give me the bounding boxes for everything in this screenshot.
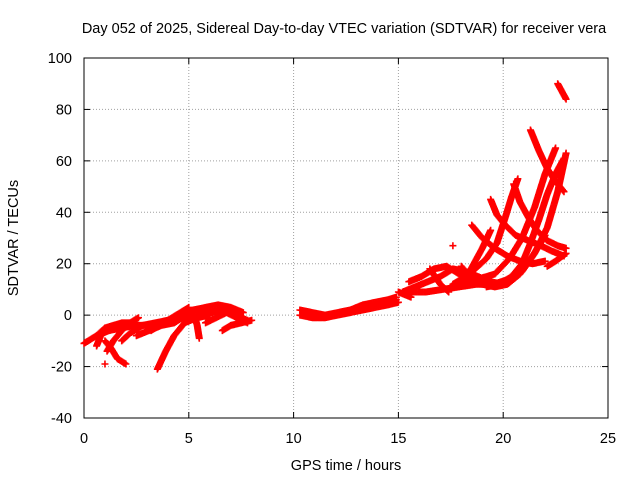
data-point <box>514 175 522 183</box>
x-tick-label: 0 <box>80 431 88 447</box>
data-point <box>122 360 130 368</box>
data-point <box>392 296 400 304</box>
series-pass-12 <box>93 319 134 340</box>
data-point <box>560 188 568 196</box>
data-point <box>248 316 256 324</box>
series-pass-14 <box>296 298 402 322</box>
series-pass-16 <box>405 262 488 288</box>
x-tick-label: 15 <box>390 431 406 447</box>
data-point <box>541 231 549 239</box>
series-pass-10 <box>202 309 251 327</box>
x-tick-label: 20 <box>495 431 511 447</box>
y-tick-label: -20 <box>51 360 72 376</box>
data-point <box>552 144 560 152</box>
series-pass-29 <box>394 288 415 301</box>
chart-title: Day 052 of 2025, Sidereal Day-to-day VTE… <box>82 21 607 37</box>
data-point <box>449 242 457 250</box>
series-pass-06 <box>153 311 214 373</box>
data-point <box>101 360 109 368</box>
data-point <box>560 154 568 162</box>
series-pass-28 <box>554 80 570 103</box>
isolated-points <box>101 242 457 368</box>
series-pass-25 <box>457 231 549 291</box>
data-point <box>445 288 453 296</box>
data-point <box>487 226 495 234</box>
data-point <box>185 303 193 311</box>
x-tick-label: 5 <box>185 431 193 447</box>
series-pass-30 <box>468 221 549 268</box>
series-pass-27 <box>543 249 570 270</box>
data-point <box>243 319 251 327</box>
plot-frame <box>83 57 609 419</box>
y-tick-label: 20 <box>56 257 72 273</box>
x-tick-label: 10 <box>286 431 302 447</box>
y-tick-label: 40 <box>56 205 72 221</box>
grid-layer <box>84 58 608 418</box>
data-point <box>562 95 570 103</box>
data-point <box>134 314 142 322</box>
axis-layer: 0 5 10 15 20 25 -40 -20 0 20 40 60 80 100 <box>48 51 616 447</box>
series-pass-04 <box>101 337 130 368</box>
data-point <box>407 293 415 301</box>
x-tick-label: 25 <box>600 431 616 447</box>
y-tick-label: 100 <box>48 51 72 67</box>
series-pass-24 <box>526 126 568 196</box>
y-tick-label: 80 <box>56 102 72 118</box>
y-tick-label: 0 <box>64 308 72 324</box>
data-layer <box>80 80 570 373</box>
data-point <box>562 249 570 257</box>
series-pass-11 <box>147 303 193 335</box>
data-point <box>239 309 247 317</box>
x-axis-label: GPS time / hours <box>291 458 401 474</box>
data-point <box>541 257 549 265</box>
data-point <box>444 287 452 295</box>
y-axis-label: SDTVAR / TECUs <box>6 180 22 296</box>
y-tick-label: 60 <box>56 154 72 170</box>
data-point <box>195 334 203 342</box>
data-point <box>562 149 570 157</box>
y-tick-label: -40 <box>51 411 72 427</box>
data-point <box>126 319 134 327</box>
series-pass-26 <box>426 265 453 296</box>
